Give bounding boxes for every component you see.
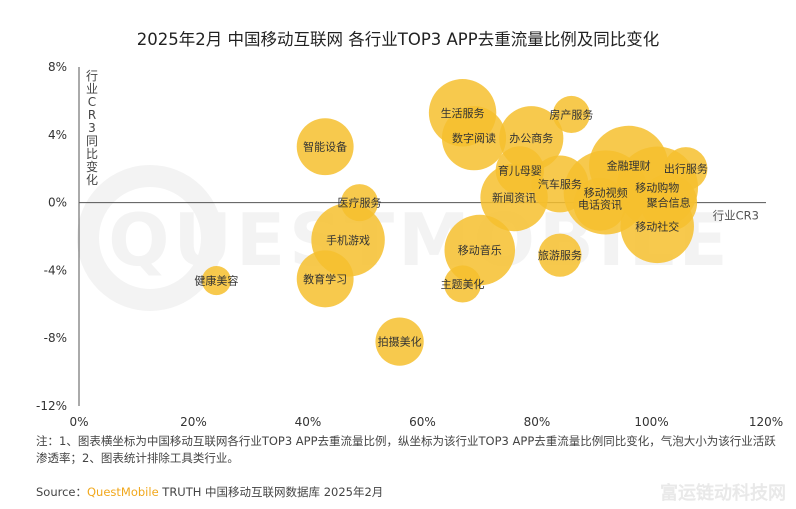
- y-tick-label: -12%: [36, 399, 67, 413]
- bubble-label: 移动社交: [635, 219, 679, 233]
- bubble: [531, 155, 589, 213]
- bubble-label: 房产服务: [549, 107, 593, 121]
- y-tick-label: 4%: [48, 128, 67, 142]
- site-watermark: 富运链动科技网: [660, 483, 786, 504]
- bubble: [340, 184, 379, 222]
- y-axis-label-char: 变: [86, 159, 98, 174]
- chart-title: 2025年2月 中国移动互联网 各行业TOP3 APP去重流量比例及同比变化: [136, 30, 660, 49]
- bubble: [441, 106, 507, 171]
- x-tick-label: 100%: [634, 415, 668, 429]
- bubble-label: 移动音乐: [458, 243, 502, 257]
- bubble-label: 金融理财: [607, 158, 651, 172]
- bubble: [552, 95, 590, 133]
- source-line: Source：QuestMobile TRUTH 中国移动互联网数据库 2025…: [36, 484, 383, 500]
- bubble: [664, 147, 708, 191]
- x-axis-label: 行业CR3: [713, 209, 759, 223]
- y-axis-label-char: 行: [86, 69, 98, 83]
- bubble-label: 数字阅读: [452, 131, 496, 145]
- bubble-label: 电话资讯: [578, 198, 622, 211]
- bubble: [375, 317, 424, 366]
- x-tick-label: 120%: [749, 415, 783, 429]
- y-axis-label-char: R: [88, 108, 96, 122]
- bubble-label: 育儿母婴: [498, 163, 542, 177]
- y-tick-label: 8%: [48, 60, 67, 74]
- bubble-label: 医疗服务: [338, 196, 382, 210]
- y-axis-label-char: 比: [86, 147, 98, 161]
- bubble: [296, 118, 354, 176]
- bubble-label: 办公商务: [509, 131, 553, 145]
- bubble-label: 新闻资讯: [492, 191, 536, 205]
- y-axis-label-char: 化: [86, 173, 98, 187]
- bubble: [495, 146, 544, 195]
- x-tick-label: 20%: [180, 415, 207, 429]
- bubble-label: 旅游服务: [538, 248, 582, 262]
- source-suffix: TRUTH 中国移动互联网数据库 2025年2月: [158, 485, 384, 499]
- chart-notes: 注：1、图表横坐标为中国移动互联网各行业TOP3 APP去重流量比例，纵坐标为该…: [36, 434, 776, 465]
- y-axis-label-char: 3: [88, 121, 96, 135]
- bubble-label: 移动购物: [635, 180, 679, 194]
- bubble-label: 聚合信息: [647, 196, 691, 210]
- source-brand: QuestMobile: [87, 485, 159, 499]
- bubble: [573, 177, 627, 231]
- bubble-label: 生活服务: [441, 106, 485, 120]
- y-axis-label-char: 业: [86, 82, 98, 96]
- x-tick-label: 60%: [409, 415, 436, 429]
- x-tick-label: 80%: [524, 415, 551, 429]
- y-tick-label: -4%: [44, 263, 67, 277]
- bubble-label: 移动视频: [584, 185, 628, 199]
- y-tick-label: 0%: [48, 196, 67, 210]
- bubble: [444, 265, 482, 303]
- bubble-label: 教育学习: [303, 272, 347, 286]
- watermark-logo-ring: [77, 165, 223, 311]
- bubble: [538, 233, 582, 277]
- bubble-label: 出行服务: [664, 162, 708, 176]
- x-tick-label: 0%: [69, 415, 88, 429]
- y-axis-label-char: 同: [86, 134, 98, 148]
- bubble-label: 手机游戏: [326, 233, 370, 247]
- bubble: [296, 250, 354, 308]
- bubble: [201, 266, 231, 296]
- bubble-label: 智能设备: [303, 140, 347, 154]
- x-tick-label: 40%: [295, 415, 322, 429]
- y-tick-label: -8%: [44, 331, 67, 345]
- bubble-label: 健康美容: [194, 274, 238, 288]
- bubble-label: 汽车服务: [538, 177, 582, 191]
- bubble-label: 拍摄美化: [378, 335, 422, 349]
- bubble-label: 主题美化: [441, 277, 485, 291]
- source-prefix: Source：: [36, 485, 87, 499]
- y-axis-label-char: C: [88, 95, 96, 109]
